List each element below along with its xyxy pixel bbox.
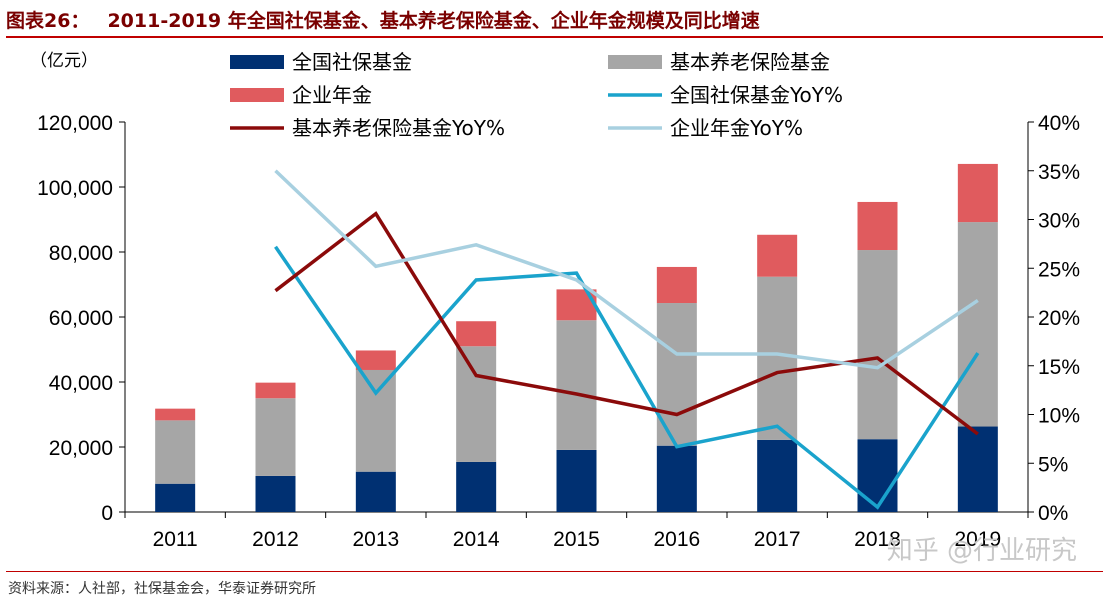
legend-label: 全国社保基金YoY% — [670, 83, 843, 107]
y-tick-label-left: 0 — [101, 502, 113, 525]
series-line — [274, 211, 979, 436]
y-tick-label-left: 120,000 — [37, 112, 113, 135]
bar-segment — [857, 250, 898, 440]
x-tick-label: 2012 — [252, 528, 299, 551]
bar-segment — [456, 346, 497, 462]
series-line — [274, 245, 980, 510]
x-tick-label: 2019 — [954, 528, 1001, 551]
legend-label: 企业年金YoY% — [670, 116, 803, 140]
bar-segment — [556, 449, 597, 512]
legend-swatch — [230, 55, 284, 69]
y-tick-label-right: 0% — [1038, 502, 1068, 525]
x-tick-label: 2017 — [754, 528, 801, 551]
figure-title-text: 2011-2019 年全国社保基金、基本养老保险基金、企业年金规模及同比增速 — [107, 9, 760, 32]
bar-segment — [355, 350, 396, 370]
bar-segment — [155, 408, 196, 421]
y-tick-label-right: 5% — [1038, 453, 1068, 476]
bar-segment — [957, 426, 998, 512]
figure-title: 图表26： 2011-2019 年全国社保基金、基本养老保险基金、企业年金规模及… — [6, 2, 1103, 36]
x-tick-label: 2016 — [653, 528, 700, 551]
legend-label: 企业年金 — [292, 83, 372, 107]
y-unit-label: （亿元） — [30, 51, 98, 71]
figure-number: 图表26： — [6, 9, 90, 32]
y-tick-label-right: 25% — [1038, 258, 1080, 281]
legend-label: 全国社保基金 — [292, 50, 412, 74]
bar-segment — [255, 382, 296, 399]
bar-segment — [355, 369, 396, 472]
x-tick-label: 2014 — [453, 528, 500, 551]
y-tick-label-left: 100,000 — [37, 177, 113, 200]
y-tick-label-left: 20,000 — [49, 437, 113, 460]
bar-segment — [957, 163, 998, 223]
y-tick-label-right: 35% — [1038, 161, 1080, 184]
bar-segment — [857, 201, 898, 251]
bar-segment — [155, 483, 196, 512]
bar-segment — [757, 234, 798, 277]
y-tick-label-left: 40,000 — [49, 372, 113, 395]
bar-segment — [957, 222, 998, 427]
legend-label: 基本养老保险基金 — [670, 50, 830, 74]
bar-segment — [556, 320, 597, 450]
footer-divider — [6, 571, 1103, 572]
bar-segment — [255, 398, 296, 476]
x-tick-label: 2018 — [854, 528, 901, 551]
bar-segment — [355, 471, 396, 512]
bar-segment — [456, 321, 497, 347]
x-tick-label: 2015 — [553, 528, 600, 551]
y-tick-label-right: 20% — [1038, 307, 1080, 330]
bar-segment — [656, 266, 697, 304]
watermark: 知乎 @行业研究 — [886, 536, 1077, 566]
bar-segment — [155, 420, 196, 484]
bar-segment — [857, 439, 898, 512]
y-tick-label-right: 10% — [1038, 405, 1080, 428]
y-tick-label-left: 80,000 — [49, 242, 113, 265]
x-tick-label: 2013 — [352, 528, 399, 551]
bar-segment — [757, 276, 798, 440]
bar-segment — [757, 439, 798, 512]
y-tick-label-left: 60,000 — [49, 307, 113, 330]
legend-swatch — [230, 88, 284, 102]
series-line — [274, 169, 979, 370]
y-tick-label-right: 40% — [1038, 112, 1080, 135]
source-note: 资料来源：人社部，社保基金会，华泰证券研究所 — [8, 581, 316, 597]
legend-label: 基本养老保险基金YoY% — [292, 116, 505, 140]
bar-segment — [656, 445, 697, 512]
x-tick-label: 2011 — [153, 528, 198, 551]
legend-swatch — [608, 55, 662, 69]
y-tick-label-right: 30% — [1038, 210, 1080, 233]
bar-segment — [456, 461, 497, 512]
title-divider — [6, 36, 1103, 38]
y-tick-label-right: 15% — [1038, 356, 1080, 379]
bar-segment — [255, 475, 296, 512]
